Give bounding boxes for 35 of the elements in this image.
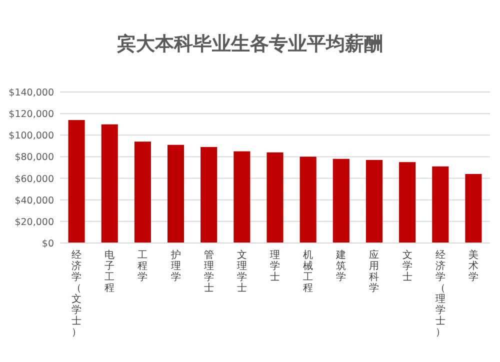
y-tick-label: $0 xyxy=(42,238,54,250)
bar xyxy=(366,160,382,243)
x-tick-label: 经济学（文学士） xyxy=(72,249,82,338)
x-tick-label: 理学士 xyxy=(270,250,280,283)
y-tick-label: $60,000 xyxy=(14,174,54,185)
y-tick-label: $20,000 xyxy=(14,216,54,228)
x-tick-label: 护理学 xyxy=(170,249,181,283)
bar xyxy=(300,156,316,243)
x-tick-label: 电子工程 xyxy=(104,249,115,294)
bar xyxy=(101,124,118,243)
x-tick-label: 文学士 xyxy=(402,249,412,283)
y-tick-label: $140,000 xyxy=(8,88,54,98)
bar xyxy=(234,151,250,243)
x-tick-label: 经济学（理学士） xyxy=(435,249,446,338)
bar xyxy=(168,144,184,243)
bar xyxy=(432,166,449,243)
x-tick-label: 美术学 xyxy=(468,249,478,283)
bar xyxy=(266,152,284,243)
x-tick-label: 工程学 xyxy=(138,250,148,283)
x-tick-label: 建筑学 xyxy=(335,249,346,283)
y-tick-label: $80,000 xyxy=(14,152,54,164)
chart-title: 宾大本科毕业生各专业平均薪酬 xyxy=(116,33,383,55)
x-tick-label: 管理学士 xyxy=(204,250,214,294)
x-tick-label: 机械工程 xyxy=(303,249,314,294)
bar xyxy=(200,147,218,243)
y-tick-label: $40,000 xyxy=(14,195,54,206)
bar xyxy=(465,174,482,243)
y-tick-label: $120,000 xyxy=(8,109,54,120)
y-tick-label: $100,000 xyxy=(8,130,54,142)
x-tick-label: 文理学士 xyxy=(236,249,247,294)
bar xyxy=(134,142,151,243)
bar xyxy=(399,162,416,243)
bar xyxy=(68,120,85,243)
x-tick-label: 应用科学 xyxy=(369,249,380,294)
bar xyxy=(332,158,350,243)
